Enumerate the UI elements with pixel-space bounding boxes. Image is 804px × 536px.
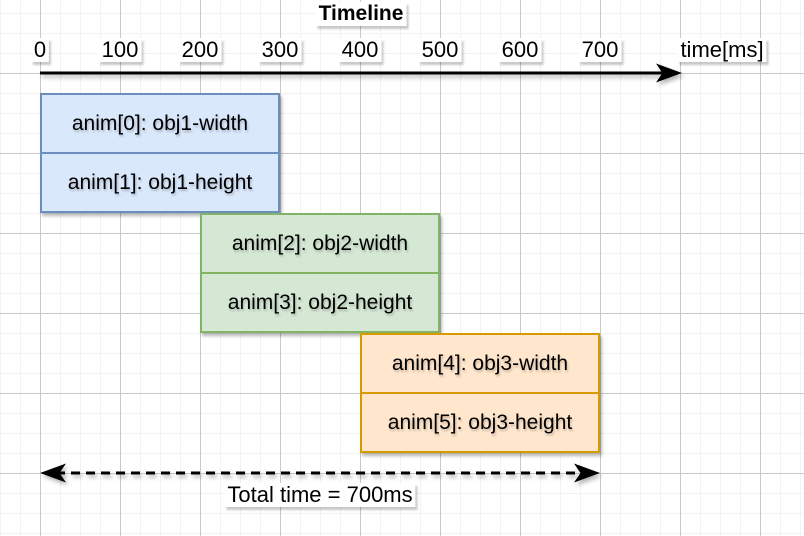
anim-bar-2: anim[2]: obj2-width [202,215,438,274]
anim-bar-4: anim[4]: obj3-width [362,335,598,394]
axis-tick-label-700: 700 [578,38,622,62]
axis-tick-label-0: 0 [30,38,50,62]
anim-bar-1: anim[1]: obj1-height [67,170,253,194]
anim-group-obj2: anim[2]: obj2-width anim[3]: obj2-height [200,213,440,333]
anim-group-obj1: anim[0]: obj1-width anim[1]: obj1-height [40,93,280,213]
time-axis-arrow [40,63,682,83]
anim-bar-3: anim[3]: obj2-height [227,290,413,314]
axis-tick-label-200: 200 [178,38,222,62]
anim-bar-5: anim[5]: obj3-height [387,410,573,434]
axis-tick-label-400: 400 [338,38,382,62]
axis-tick-label-300: 300 [258,38,302,62]
total-time-label: Total time = 700ms [224,483,416,507]
diagram-title: Timeline [315,2,407,26]
total-time-arrow [40,463,600,483]
axis-tick-label-600: 600 [498,38,542,62]
anim-bar-0: anim[0]: obj1-width [42,95,278,154]
axis-tick-label-100: 100 [98,38,142,62]
anim-group-obj3: anim[4]: obj3-width anim[5]: obj3-height [360,333,600,453]
axis-tick-label-500: 500 [418,38,462,62]
axis-unit-label: time[ms] [677,38,767,62]
